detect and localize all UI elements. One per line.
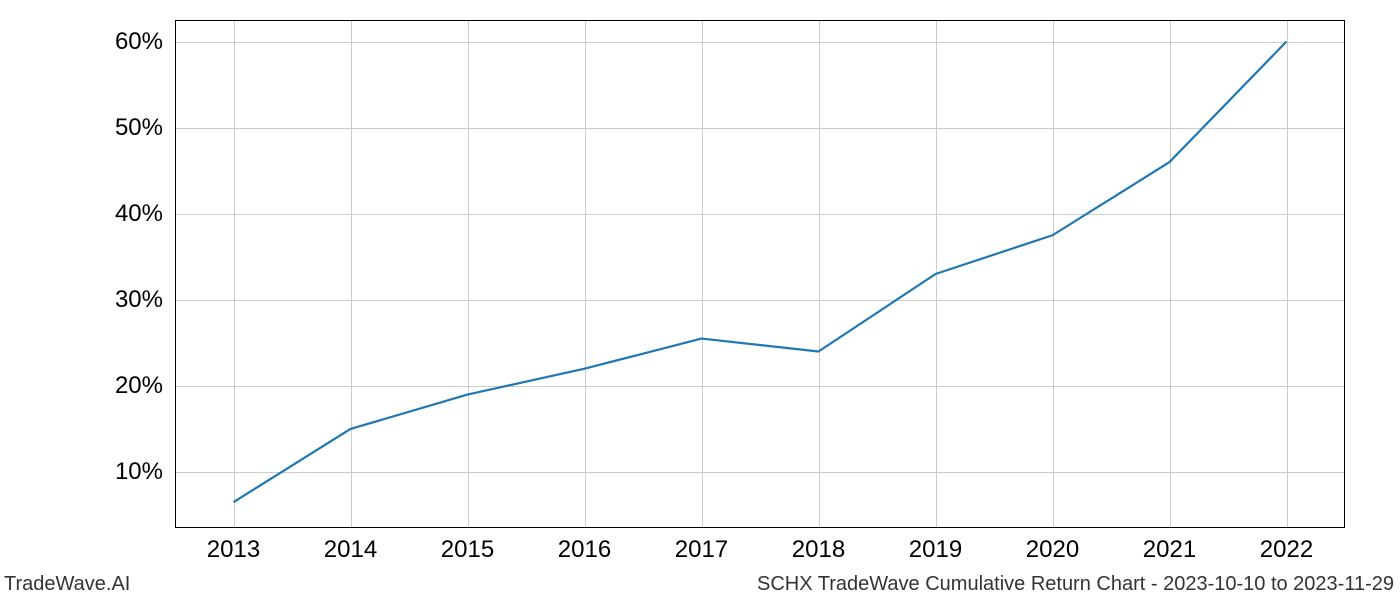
x-tick-label: 2018 bbox=[792, 536, 845, 564]
x-tick-label: 2022 bbox=[1260, 536, 1313, 564]
y-tick-label: 30% bbox=[115, 286, 163, 314]
chart-container: 2013 2014 2015 2016 2017 2018 2019 2020 2021 2022… bbox=[0, 0, 1400, 600]
footer-right-text: SCHX TradeWave Cumulative Return Chart -… bbox=[757, 573, 1394, 596]
x-tick-label: 2014 bbox=[324, 536, 377, 564]
footer-left-text: TradeWave.AI bbox=[4, 573, 130, 596]
x-tick-label: 2015 bbox=[441, 536, 494, 564]
x-tick-label: 2016 bbox=[558, 536, 611, 564]
y-tick-label: 20% bbox=[115, 372, 163, 400]
x-tick-label: 2017 bbox=[675, 536, 728, 564]
y-tick-label: 50% bbox=[115, 114, 163, 142]
x-tick-label: 2020 bbox=[1026, 536, 1079, 564]
x-tick-label: 2021 bbox=[1143, 536, 1196, 564]
y-tick-label: 10% bbox=[115, 458, 163, 486]
plot-area bbox=[175, 20, 1345, 528]
line-series bbox=[175, 20, 1345, 528]
x-tick-label: 2019 bbox=[909, 536, 962, 564]
x-tick-label: 2013 bbox=[207, 536, 260, 564]
y-tick-label: 60% bbox=[115, 28, 163, 56]
y-tick-label: 40% bbox=[115, 200, 163, 228]
